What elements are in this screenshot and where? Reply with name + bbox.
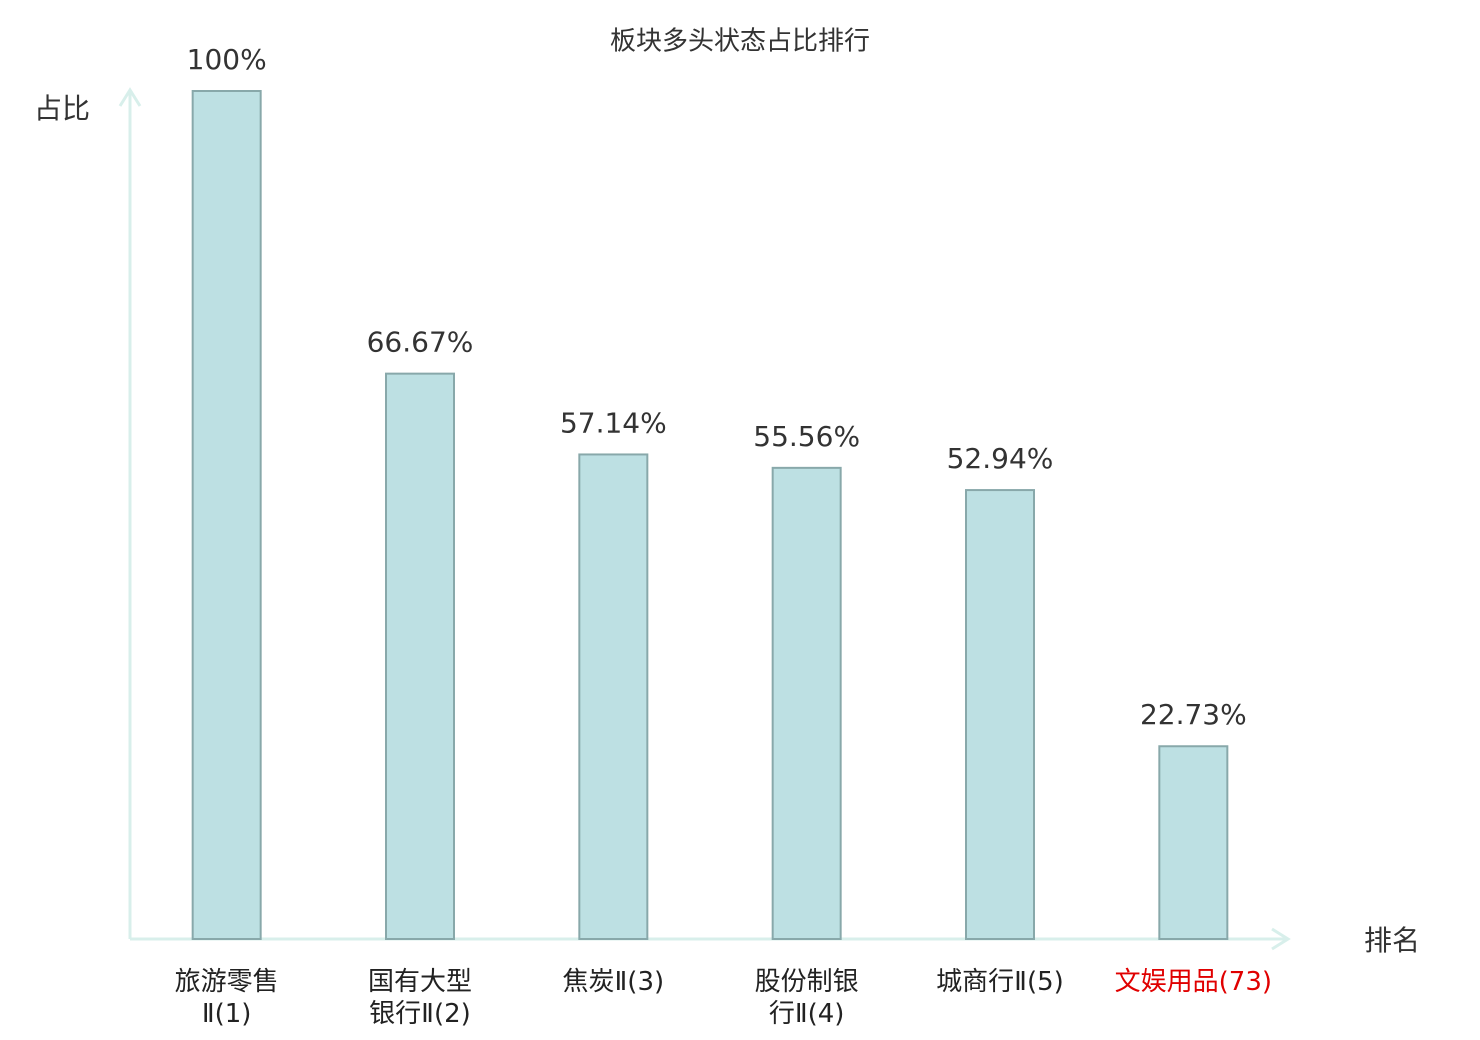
bar [385, 372, 455, 940]
x-tick-label: 旅游零售 Ⅱ(1) [174, 967, 279, 1029]
bar [965, 489, 1035, 940]
x-axis-label: 排名 [1364, 924, 1420, 957]
chart-title: 板块多头状态占比排行 [610, 27, 870, 57]
bar [191, 90, 262, 940]
bar [1158, 745, 1229, 940]
x-tick-label: 股份制银 行Ⅱ(4) [754, 967, 859, 1029]
bar [771, 466, 842, 940]
x-tick-label: 国有大型 银行Ⅱ(2) [367, 967, 472, 1029]
x-tick-label: 城商行Ⅱ(5) [936, 967, 1064, 997]
value-label: 22.73% [1140, 698, 1247, 731]
value-label: 55.56% [753, 420, 860, 453]
x-tick-label: 文娱用品(73) [1114, 967, 1273, 997]
value-label: 57.14% [560, 406, 667, 439]
value-label: 66.67% [367, 326, 474, 359]
x-tick-label: 焦炭Ⅱ(3) [562, 967, 665, 997]
value-label: 52.94% [947, 442, 1054, 475]
y-axis-label: 占比 [34, 92, 90, 125]
axes [118, 87, 1291, 951]
bar [578, 453, 649, 940]
value-label: 100% [187, 43, 267, 76]
